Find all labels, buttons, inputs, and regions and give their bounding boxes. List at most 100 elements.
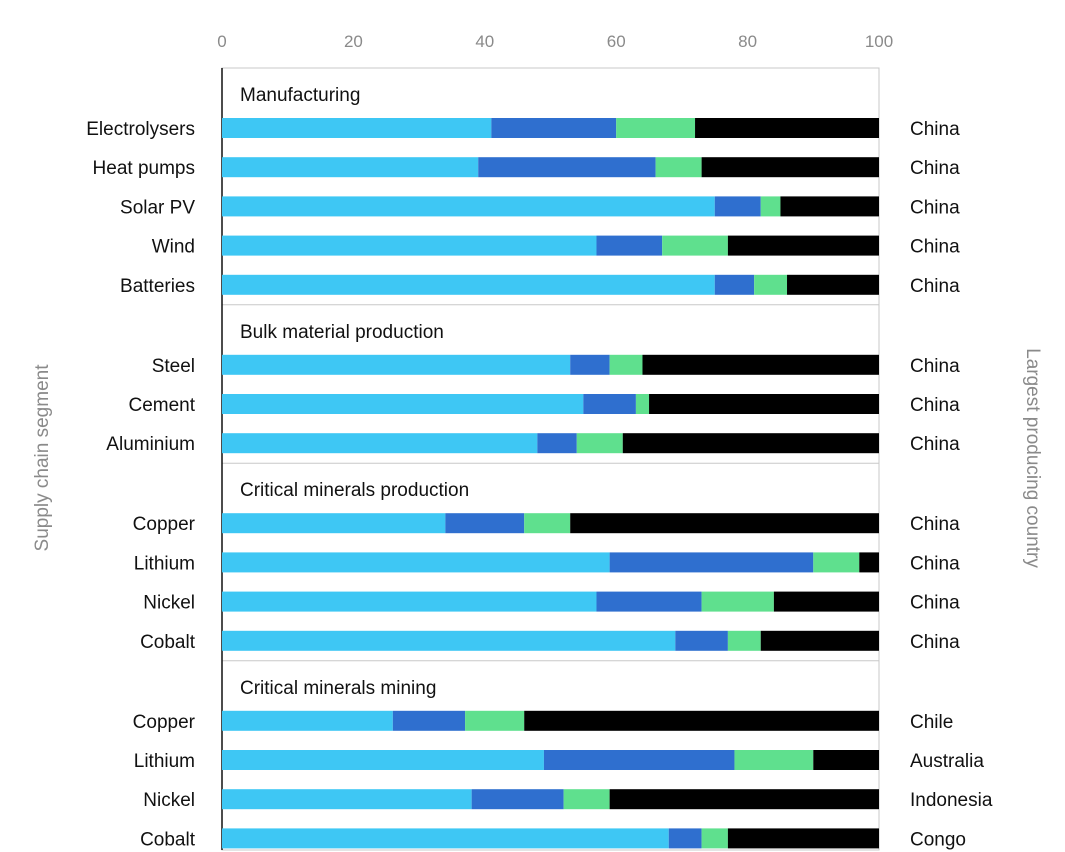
category-label: Heat pumps — [93, 158, 195, 179]
bar-segment — [596, 591, 702, 612]
bar-segment — [734, 750, 814, 770]
bar-segment — [622, 433, 879, 454]
country-label: China — [910, 553, 960, 574]
bar-segment — [662, 235, 728, 256]
bar-segment — [727, 630, 761, 651]
group-title: Bulk material production — [240, 322, 444, 343]
bar-segment — [609, 354, 643, 375]
x-axis-ticks: 0 20 40 60 80 100 — [217, 32, 893, 51]
bar-segment — [754, 274, 788, 295]
country-label: China — [910, 237, 960, 258]
bar-segment — [583, 394, 636, 414]
x-tick-label: 60 — [607, 32, 626, 51]
bar-segment — [576, 433, 623, 454]
bar-segment — [524, 513, 571, 534]
country-label: China — [910, 119, 960, 140]
category-label: Lithium — [134, 751, 195, 772]
bar-segment — [222, 513, 446, 534]
category-label: Cement — [128, 395, 195, 416]
bar-segment — [780, 196, 879, 217]
category-label: Cobalt — [140, 632, 196, 653]
country-label: Chile — [910, 712, 953, 733]
category-label: Batteries — [120, 276, 195, 297]
bar-segment — [701, 591, 774, 612]
x-tick-label: 100 — [865, 32, 893, 51]
bar-segment — [445, 513, 525, 534]
country-label: Australia — [910, 751, 984, 772]
bar-segment — [222, 354, 571, 375]
bar-segment — [609, 552, 814, 573]
x-tick-label: 0 — [217, 32, 226, 51]
country-label: China — [910, 632, 960, 653]
category-label: Solar PV — [120, 197, 195, 218]
bar-segment — [859, 552, 879, 573]
country-label: Congo — [910, 829, 966, 850]
bar-segment — [222, 789, 472, 810]
category-label: Steel — [152, 356, 195, 377]
bar-segment — [727, 828, 879, 849]
group-title: Manufacturing — [240, 85, 360, 106]
category-label: Copper — [133, 514, 196, 535]
bar-segment — [543, 750, 735, 770]
bar-segment — [760, 196, 781, 217]
bar-segment — [773, 591, 879, 612]
bar-segment — [714, 274, 755, 295]
bar-segment — [537, 433, 577, 454]
bar-segment — [222, 750, 544, 770]
bar-segment — [570, 354, 610, 375]
y-axis-title-right: Largest producing country — [1022, 348, 1043, 568]
bar-segment — [609, 789, 879, 810]
country-label: China — [910, 434, 960, 455]
row-labels: Manufacturing Electrolysers China Heat pump… — [86, 85, 993, 850]
group-panels — [221, 67, 880, 851]
category-label: Aluminium — [106, 434, 195, 455]
bar-segment — [392, 710, 466, 731]
bar-segment — [596, 235, 663, 256]
bar-segment — [471, 789, 564, 810]
group-title: Critical minerals production — [240, 480, 469, 501]
group-title: Critical minerals mining — [240, 678, 436, 699]
bar-segment — [714, 196, 761, 217]
category-label: Lithium — [134, 553, 195, 574]
bar-segment — [222, 196, 715, 217]
bar-segment — [478, 157, 656, 178]
bar-segment — [222, 552, 610, 573]
country-label: China — [910, 197, 960, 218]
bar-segment — [695, 118, 879, 138]
bar-segment — [701, 828, 728, 849]
bar-segment — [524, 710, 879, 731]
country-label: Indonesia — [910, 790, 993, 811]
country-label: China — [910, 514, 960, 535]
bars — [222, 118, 879, 849]
bar-segment — [222, 828, 669, 849]
bar-segment — [222, 433, 538, 454]
bar-segment — [222, 591, 597, 612]
bar-segment — [668, 828, 702, 849]
bar-segment — [563, 789, 610, 810]
country-label: China — [910, 158, 960, 179]
bar-segment — [491, 118, 617, 138]
country-label: China — [910, 356, 960, 377]
bar-segment — [222, 118, 492, 138]
category-label: Copper — [133, 712, 196, 733]
bar-segment — [813, 750, 879, 770]
bar-segment — [465, 710, 525, 731]
bar-segment — [727, 235, 879, 256]
category-label: Wind — [152, 237, 195, 258]
bar-segment — [642, 354, 879, 375]
bar-segment — [222, 157, 479, 178]
category-label: Nickel — [143, 593, 195, 614]
bar-segment — [813, 552, 860, 573]
bar-segment — [649, 394, 879, 414]
bar-segment — [222, 235, 597, 256]
category-label: Electrolysers — [86, 119, 195, 140]
bar-segment — [655, 157, 702, 178]
x-tick-label: 40 — [475, 32, 494, 51]
bar-segment — [570, 513, 879, 534]
bar-segment — [635, 394, 650, 414]
x-tick-label: 80 — [738, 32, 757, 51]
bar-segment — [760, 630, 879, 651]
bar-segment — [222, 630, 676, 651]
panel-frame — [221, 67, 880, 851]
